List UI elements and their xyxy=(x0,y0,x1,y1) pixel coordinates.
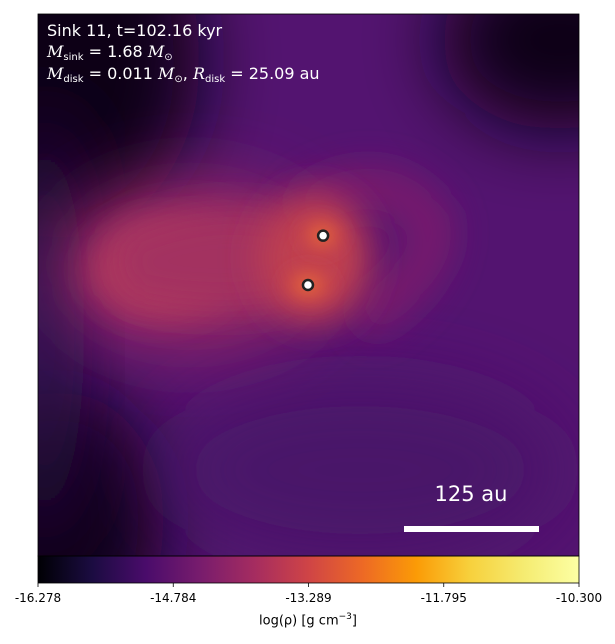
sink-time-label: Sink 11, t=102.16 kyr xyxy=(47,21,223,40)
colorbar-tick-label: -11.795 xyxy=(420,591,467,605)
sink-mass-label: Msink = 1.68 M⊙ xyxy=(47,42,173,63)
colorbar-label: log(ρ) [g cm−3] xyxy=(259,612,357,629)
colorbar-tick-label: -10.300 xyxy=(555,591,603,605)
colorbar-tick-label: -14.784 xyxy=(150,591,197,605)
colorbar xyxy=(37,555,580,584)
disk-properties-label: Mdisk = 0.011 M⊙, Rdisk = 25.09 au xyxy=(47,64,320,85)
colorbar-tick-label: -16.278 xyxy=(14,591,62,605)
scale-bar-label: 125 au xyxy=(434,482,508,506)
sink-b-marker xyxy=(301,278,315,292)
sink-a-marker xyxy=(316,229,330,242)
scale-bar xyxy=(404,526,539,532)
map-frame xyxy=(37,13,580,557)
colorbar-tick-label: -13.289 xyxy=(285,591,332,605)
